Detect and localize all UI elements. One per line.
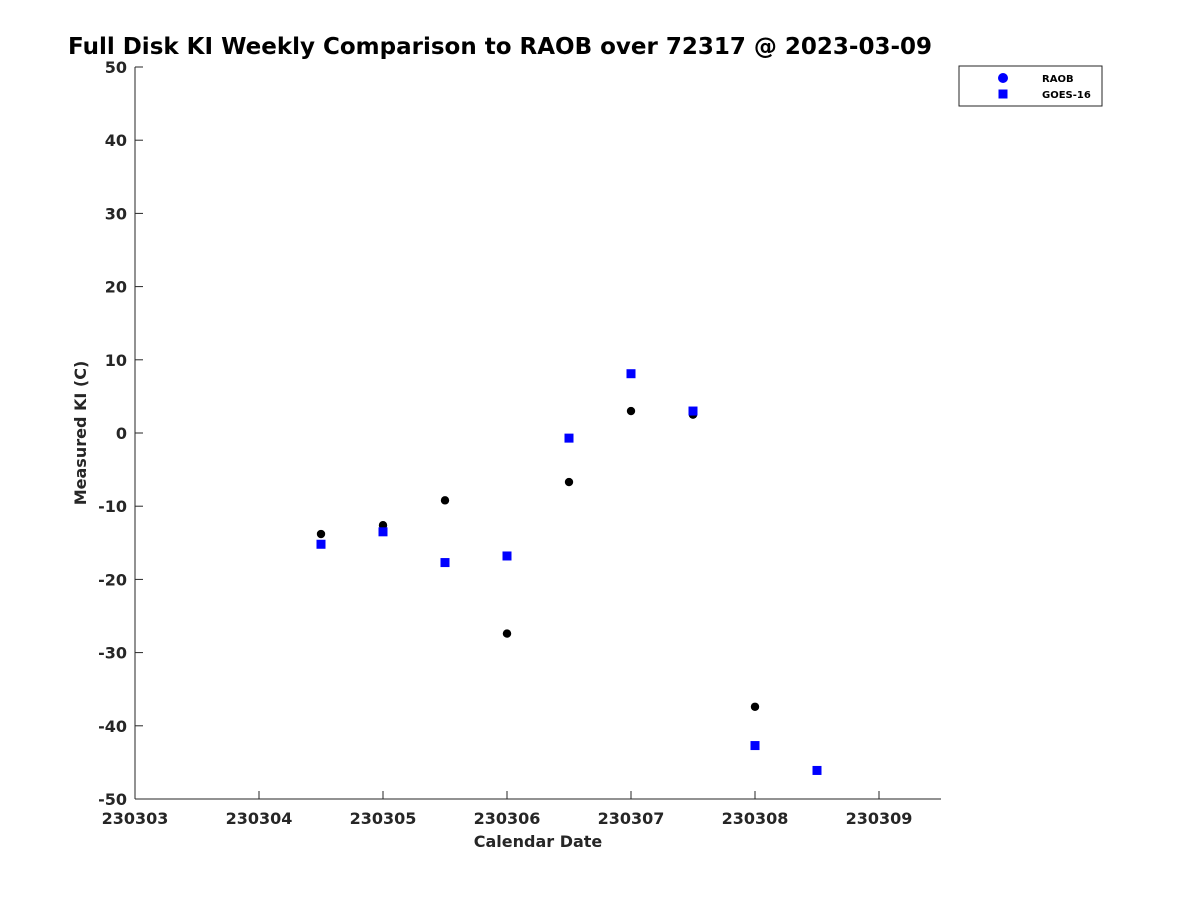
data-point-raob bbox=[316, 529, 326, 539]
y-tick-label: 30 bbox=[105, 204, 127, 223]
data-point-raob bbox=[440, 496, 450, 505]
data-points bbox=[316, 369, 822, 775]
data-point-goes16 bbox=[502, 551, 512, 561]
legend-label: RAOB bbox=[1042, 74, 1074, 85]
series-raob bbox=[316, 406, 760, 711]
y-tick-label: 10 bbox=[105, 351, 127, 370]
legend-marker-goes16 bbox=[998, 89, 1008, 99]
x-axis-ticks: 230303 230304 230305 230306 230307 230308 2303… bbox=[102, 791, 913, 828]
x-tick-label: 230308 bbox=[722, 809, 789, 828]
y-tick-label: 0 bbox=[116, 424, 127, 443]
y-tick-label: 20 bbox=[105, 278, 127, 297]
y-tick-label: -20 bbox=[98, 570, 127, 589]
x-tick-label: 230309 bbox=[846, 809, 913, 828]
y-tick-label: 50 bbox=[105, 58, 127, 77]
data-point-raob bbox=[502, 629, 512, 638]
legend-label: GOES-16 bbox=[1042, 90, 1091, 101]
data-point-goes16 bbox=[812, 765, 822, 775]
legend-box bbox=[958, 65, 1103, 107]
data-point-goes16 bbox=[378, 527, 388, 537]
y-tick-label: 40 bbox=[105, 131, 127, 150]
chart-title: Full Disk KI Weekly Comparison to RAOB o… bbox=[68, 34, 932, 60]
legend: RAOB GOES-16 bbox=[958, 65, 1103, 107]
x-tick-label: 230307 bbox=[598, 809, 665, 828]
x-axis-label: Calendar Date bbox=[474, 832, 603, 851]
y-tick-label: -10 bbox=[98, 497, 127, 516]
y-tick-label: -30 bbox=[98, 644, 127, 663]
legend-marker-raob bbox=[998, 73, 1008, 83]
y-axis-ticks: -50 -40 -30 -20 -10 0 10 20 30 40 50 bbox=[98, 58, 143, 809]
data-point-goes16 bbox=[626, 369, 636, 379]
data-point-raob bbox=[626, 406, 636, 416]
x-tick-label: 230306 bbox=[474, 809, 541, 828]
y-tick-label: -40 bbox=[98, 717, 127, 736]
axes bbox=[134, 67, 941, 800]
data-point-goes16 bbox=[316, 539, 326, 549]
y-axis-label: Measured KI (C) bbox=[71, 361, 90, 506]
data-point-goes16 bbox=[750, 741, 760, 751]
data-point-raob bbox=[750, 702, 760, 711]
data-point-goes16 bbox=[688, 406, 698, 416]
series-goes-16 bbox=[316, 369, 822, 775]
x-tick-label: 230305 bbox=[350, 809, 417, 828]
data-point-goes16 bbox=[564, 433, 574, 443]
data-point-raob bbox=[564, 477, 574, 487]
data-point-goes16 bbox=[440, 558, 450, 568]
x-tick-label: 230303 bbox=[102, 809, 169, 828]
x-tick-label: 230304 bbox=[226, 809, 293, 828]
y-tick-label: -50 bbox=[98, 790, 127, 809]
